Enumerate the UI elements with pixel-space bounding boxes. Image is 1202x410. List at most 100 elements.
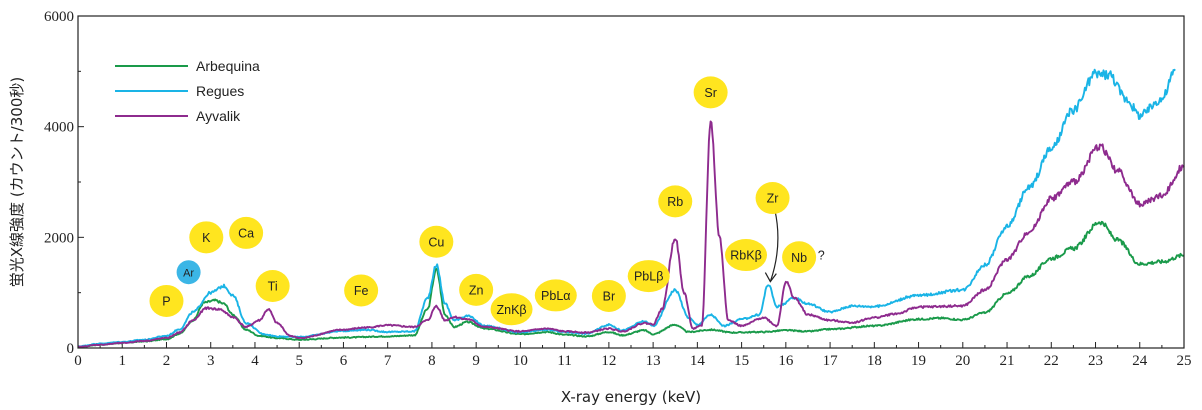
series-line-ayvalik xyxy=(77,120,1185,349)
x-tick-label: 9 xyxy=(472,353,480,369)
badge-label: PbLα xyxy=(541,289,570,303)
spectrum-lines xyxy=(77,68,1185,349)
x-tick-label: 0 xyxy=(74,353,82,369)
x-tick-label: 10 xyxy=(513,353,528,369)
axis-ticks: 0 1 2 3 4 5 6 7 8 9 10 11 12 13 14 15 16 17 18 19 20 21 22 23 24… xyxy=(44,9,1192,369)
x-tick-label: 16 xyxy=(778,353,794,369)
badge-label: Zn xyxy=(469,283,484,297)
element-badge-sr: Sr xyxy=(693,76,728,109)
x-tick-label: 3 xyxy=(207,353,215,369)
badge-circle xyxy=(189,221,224,254)
series-line-arbequina xyxy=(77,220,1185,349)
badge-label: Ar xyxy=(183,268,194,280)
badge-circle xyxy=(693,76,728,109)
badge-label: Nb xyxy=(791,251,807,265)
badge-circle xyxy=(459,273,494,306)
badge-label: ? xyxy=(818,249,825,263)
x-tick-label: 21 xyxy=(1000,353,1015,369)
legend: Arbequina Regues Ayvalik xyxy=(115,58,260,124)
zr-arrow xyxy=(764,209,779,283)
badge-circle xyxy=(344,274,379,307)
x-tick-label: 20 xyxy=(955,353,970,369)
y-tick-label: 2000 xyxy=(44,230,74,246)
badge-label: Ti xyxy=(268,280,278,294)
series-line-regues xyxy=(77,68,1176,348)
x-tick-label: 1 xyxy=(118,353,126,369)
badge-circle xyxy=(725,239,768,272)
badge-label: P xyxy=(162,294,170,308)
legend-label-regues: Regues xyxy=(196,83,244,99)
arrow-head xyxy=(764,272,777,283)
badge-label: ZnKβ xyxy=(496,303,526,317)
badge-circle xyxy=(591,279,626,312)
element-badge-?: ? xyxy=(818,249,825,263)
badge-circle xyxy=(658,185,693,218)
element-badge-nb: Nb xyxy=(782,241,817,274)
element-badge-ca: Ca xyxy=(229,216,264,249)
x-tick-label: 19 xyxy=(911,353,926,369)
badge-label: RbKβ xyxy=(730,249,762,263)
element-badge-k: K xyxy=(189,221,224,254)
badge-circle xyxy=(149,284,184,317)
badge-label: PbLβ xyxy=(634,270,663,284)
x-tick-label: 23 xyxy=(1088,353,1103,369)
axes xyxy=(77,15,1185,349)
element-badge-rb: Rb xyxy=(658,185,693,218)
element-badge-ti: Ti xyxy=(255,270,290,303)
element-badge-zr: Zr xyxy=(755,182,790,215)
badge-circle xyxy=(419,225,454,258)
x-tick-label: 13 xyxy=(646,353,661,369)
element-badge-zn: Zn xyxy=(459,273,494,306)
arrow-shaft xyxy=(769,209,779,282)
badge-label: Cu xyxy=(428,235,444,249)
x-tick-label: 15 xyxy=(734,353,749,369)
element-badge-rbk: RbKβ xyxy=(725,239,768,272)
legend-label-arbequina: Arbequina xyxy=(196,58,260,74)
badge-label: K xyxy=(202,231,211,245)
plot-frame xyxy=(77,15,1185,349)
element-badge-cu: Cu xyxy=(419,225,454,258)
x-tick-label: 8 xyxy=(428,353,436,369)
x-tick-label: 18 xyxy=(867,353,882,369)
element-badge-znk: ZnKβ xyxy=(490,293,533,326)
y-tick-label: 6000 xyxy=(44,9,74,25)
x-tick-label: 11 xyxy=(557,353,571,369)
x-axis-label: X-ray energy (keV) xyxy=(561,388,701,406)
badge-label: Ca xyxy=(238,226,254,240)
x-tick-label: 17 xyxy=(823,353,839,369)
y-tick-label: 4000 xyxy=(44,120,74,136)
badge-circle xyxy=(255,270,290,303)
element-badges: P Ar K Ca Ti Fe Cu Zn ZnKβ PbLα Br PbLβ Rb Sr RbKβ Zr Nb… xyxy=(149,76,825,326)
element-badge-ar: Ar xyxy=(176,260,201,285)
element-badge-fe: Fe xyxy=(344,274,379,307)
element-badge-pbl: PbLα xyxy=(534,279,577,312)
x-tick-label: 6 xyxy=(340,353,348,369)
x-tick-label: 4 xyxy=(251,353,259,369)
element-badge-br: Br xyxy=(591,279,626,312)
badge-circle xyxy=(755,182,790,215)
badge-label: Br xyxy=(603,289,616,303)
element-badge-p: P xyxy=(149,284,184,317)
badge-circle xyxy=(229,216,264,249)
badge-label: Rb xyxy=(667,195,683,209)
x-tick-label: 25 xyxy=(1177,353,1192,369)
x-tick-label: 2 xyxy=(163,353,171,369)
x-tick-label: 22 xyxy=(1044,353,1059,369)
y-tick-label: 0 xyxy=(67,341,75,357)
badge-circle xyxy=(176,260,201,285)
x-tick-label: 24 xyxy=(1132,353,1148,369)
badge-label: Fe xyxy=(354,284,369,298)
y-axis-label: 蛍光X線強度 (カウント/300秒) xyxy=(8,77,26,287)
x-tick-label: 14 xyxy=(690,353,706,369)
x-tick-label: 7 xyxy=(384,353,392,369)
x-tick-label: 12 xyxy=(601,353,616,369)
legend-label-ayvalik: Ayvalik xyxy=(196,108,241,124)
badge-circle xyxy=(534,279,577,312)
badge-label: Zr xyxy=(767,192,779,206)
element-badge-pbl: PbLβ xyxy=(627,260,670,293)
badge-label: Sr xyxy=(704,86,717,100)
badge-circle xyxy=(627,260,670,293)
badge-circle xyxy=(782,241,817,274)
badge-circle xyxy=(490,293,533,326)
